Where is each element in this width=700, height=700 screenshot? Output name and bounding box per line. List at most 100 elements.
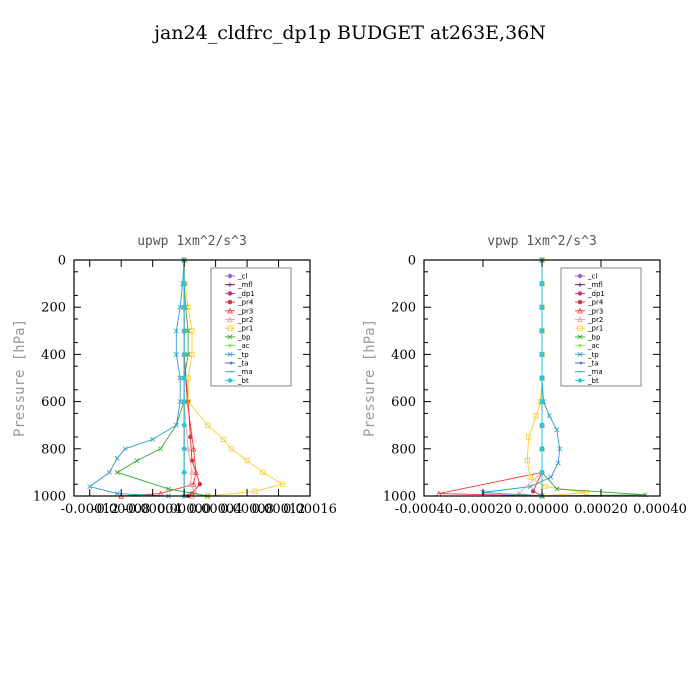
data-point: [539, 423, 545, 428]
data-point: [542, 483, 548, 490]
data-point: [185, 328, 191, 334]
legend-marker: [577, 334, 583, 340]
series-line-pr2: [517, 260, 543, 497]
data-point: [185, 445, 191, 452]
x-tick-label: -0.00012: [61, 502, 119, 517]
y-tick-label: 1000: [33, 490, 66, 505]
data-point: [87, 484, 93, 490]
panel-upwp: upwp 1xm^2/s^3 Pressure [hPa] 0 200 400 600 80…: [12, 234, 337, 517]
x-tick-label: -0.00008: [92, 502, 150, 517]
x-tick-label: 0.00012: [252, 502, 306, 517]
x-tick-label: -0.00004: [124, 502, 182, 517]
legend-label: _pr2: [587, 316, 603, 324]
legend-marker: [577, 291, 583, 296]
data-point: [189, 351, 195, 358]
data-point: [181, 281, 187, 286]
panel-title: upwp 1xm^2/s^3: [137, 234, 247, 249]
x-tick-label: 0.00004: [189, 502, 243, 517]
data-point: [177, 304, 183, 310]
y-tick-label: 800: [41, 442, 66, 457]
legend-marker: [227, 282, 233, 287]
data-point: [555, 460, 561, 466]
legend-label: _ma: [587, 368, 603, 376]
legend-marker: [577, 378, 583, 383]
legend-label: _ac: [587, 342, 600, 350]
data-point: [557, 446, 563, 452]
legend-label: _pr1: [587, 325, 603, 333]
y-tick-label: 0: [408, 254, 416, 269]
legend-box: [560, 267, 642, 387]
data-point: [527, 474, 533, 480]
data-point: [181, 446, 187, 451]
x-tick-label: 0.00016: [283, 502, 337, 517]
data-point: [177, 399, 183, 405]
y-tick-label: 600: [41, 395, 66, 410]
data-point: [114, 455, 120, 461]
data-point: [122, 446, 128, 452]
data-point: [279, 481, 286, 487]
data-point: [185, 351, 191, 357]
legend-label: _ta: [237, 360, 249, 368]
legend-marker: [227, 343, 233, 348]
legend-label: _bp: [237, 333, 251, 341]
legend-marker: [227, 299, 233, 305]
data-point: [158, 446, 164, 452]
legend-marker: [577, 316, 583, 323]
data-point: [190, 481, 197, 487]
legend-marker: [577, 273, 583, 279]
data-point: [539, 399, 545, 404]
legend-label: _pr3: [587, 307, 603, 315]
data-point: [106, 469, 112, 475]
legend-label: _cl: [237, 273, 247, 281]
data-point: [189, 458, 195, 463]
y-axis-label: Pressure [hPa]: [12, 319, 28, 437]
data-point: [220, 436, 227, 442]
plot-frame: [73, 259, 311, 497]
data-point: [173, 328, 179, 334]
series-line-tp: [482, 260, 561, 497]
series-line-pr1: [183, 259, 284, 497]
data-point: [539, 305, 545, 310]
data-point: [187, 481, 194, 487]
data-point: [173, 422, 179, 428]
legend-marker: [227, 334, 233, 340]
x-tick-label: 0.00000: [515, 502, 569, 517]
data-point: [539, 352, 545, 357]
legend-marker: [577, 325, 583, 331]
y-tick-label: 0: [58, 254, 66, 269]
y-tick-label: 200: [391, 301, 416, 316]
data-point: [583, 489, 589, 496]
legend-marker: [577, 343, 583, 348]
legend-marker: [577, 307, 583, 314]
legend-label: _bt: [237, 377, 249, 385]
y-tick-label: 200: [41, 301, 66, 316]
legend-label: _pr1: [237, 325, 253, 333]
data-point: [181, 470, 187, 475]
legend-marker: [577, 282, 583, 287]
data-point: [228, 446, 234, 452]
data-point: [539, 328, 545, 333]
x-tick-label: 0.00040: [633, 502, 687, 517]
legend-label: _bp: [587, 333, 601, 341]
y-tick-label: 400: [41, 348, 66, 363]
x-tick-label: 0.00000: [157, 502, 211, 517]
data-point: [526, 434, 532, 440]
legend-label: _pr4: [237, 299, 254, 307]
data-point: [533, 413, 539, 419]
data-point: [205, 422, 211, 428]
legend-marker: [227, 307, 233, 314]
legend-label: _tp: [587, 351, 599, 359]
legend-label: _ac: [237, 342, 250, 350]
legend-label: _cl: [587, 273, 597, 281]
data-point: [189, 328, 195, 334]
legend-label: _dp1: [587, 290, 605, 298]
data-point: [181, 305, 187, 310]
data-point: [554, 486, 560, 492]
data-point: [193, 469, 199, 475]
legend-marker: [227, 291, 233, 296]
data-point: [197, 482, 203, 487]
y-tick-label: 800: [391, 442, 416, 457]
legend-label: _ma: [237, 368, 253, 376]
y-tick-label: 1000: [383, 490, 416, 505]
